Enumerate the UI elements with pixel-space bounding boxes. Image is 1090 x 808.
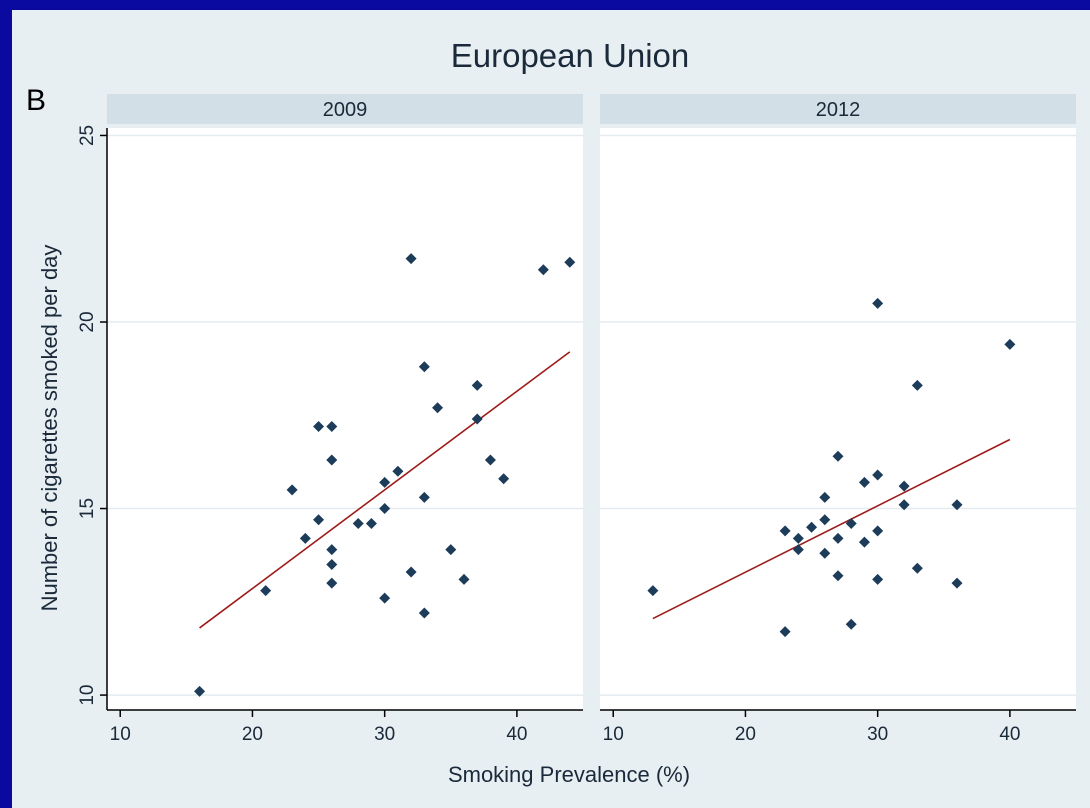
- chart-title: European Union: [451, 37, 690, 74]
- chart-frame: European Union B Number of cigarettes sm…: [12, 10, 1090, 808]
- y-tick-label: 10: [77, 685, 98, 706]
- x-tick-label: 20: [242, 724, 263, 745]
- panel-header-label: 2009: [323, 99, 368, 121]
- panel-2012: 2012 10 20 30 40: [600, 94, 1076, 745]
- x-tick-label: 30: [374, 724, 395, 745]
- scatter-chart: European Union B Number of cigarettes sm…: [12, 10, 1090, 808]
- x-tick-label: 40: [506, 724, 527, 745]
- panels: 2009 10 20 30 40 10 15 20 25 2012 10 20 30 40: [77, 94, 1076, 745]
- x-tick-label: 40: [999, 724, 1020, 745]
- y-tick-label: 25: [77, 125, 98, 146]
- x-axis-title: Smoking Prevalence (%): [448, 762, 690, 787]
- x-tick-label: 30: [867, 724, 888, 745]
- panel-letter: B: [26, 84, 46, 117]
- plot-area: [600, 128, 1076, 710]
- y-tick-label: 15: [77, 498, 98, 519]
- panel-2009: 2009 10 20 30 40 10 15 20 25: [77, 94, 583, 745]
- x-tick-label: 20: [735, 724, 756, 745]
- y-tick-label: 20: [77, 311, 98, 332]
- x-tick-label: 10: [110, 724, 131, 745]
- panel-header-label: 2012: [816, 99, 861, 121]
- plot-area: [107, 128, 583, 710]
- x-tick-label: 10: [603, 724, 624, 745]
- y-axis-title: Number of cigarettes smoked per day: [37, 245, 62, 612]
